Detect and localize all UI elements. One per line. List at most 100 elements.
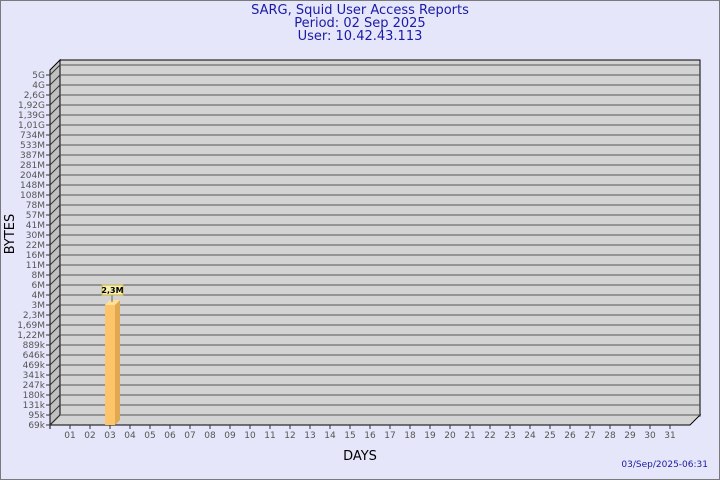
- y-tick-mark: [46, 94, 61, 106]
- y-tick-mark: [46, 254, 61, 266]
- y-tick-mark: [46, 334, 61, 346]
- x-tick-label: 12: [284, 431, 295, 441]
- y-tick-mark: [46, 204, 61, 216]
- y-tick-mark: [46, 234, 61, 246]
- chart-user: User: 10.42.43.113: [297, 29, 423, 44]
- y-tick-mark: [46, 84, 61, 96]
- x-tick-label: 18: [404, 431, 416, 441]
- x-tick-label: 09: [224, 431, 236, 441]
- y-tick-mark: [46, 394, 61, 406]
- y-tick-label: 57M: [26, 211, 45, 221]
- x-tick-label: 11: [264, 431, 275, 441]
- y-tick-label: 11M: [26, 261, 45, 271]
- y-tick-label: 1,01G: [18, 121, 45, 131]
- x-tick-label: 22: [484, 431, 495, 441]
- x-tick-label: 28: [604, 431, 616, 441]
- x-tick-label: 25: [544, 431, 555, 441]
- bar: [105, 305, 115, 425]
- y-tick-label: 30M: [26, 231, 45, 241]
- y-tick-mark: [46, 374, 61, 386]
- y-tick-label: 148M: [20, 181, 45, 191]
- y-tick-label: 1,69M: [17, 321, 45, 331]
- x-tick-label: 31: [664, 431, 675, 441]
- y-tick-label: 95k: [28, 411, 45, 421]
- x-tick-label: 29: [624, 431, 636, 441]
- y-tick-label: 204M: [20, 171, 45, 181]
- floor: [48, 414, 702, 426]
- x-tick-label: 10: [244, 431, 256, 441]
- y-tick-mark: [46, 174, 61, 186]
- y-tick-label: 16M: [26, 251, 45, 261]
- y-tick-mark: [46, 164, 61, 176]
- y-tick-mark: [46, 264, 61, 276]
- y-tick-label: 734M: [20, 131, 45, 141]
- y-tick-mark: [46, 214, 61, 226]
- y-tick-mark: [46, 344, 61, 356]
- chart-period: Period: 02 Sep 2025: [294, 16, 426, 31]
- x-tick-label: 08: [204, 431, 216, 441]
- x-tick-label: 27: [584, 431, 595, 441]
- x-tick-label: 24: [524, 431, 536, 441]
- data-label: 2,3M: [101, 286, 123, 295]
- y-tick-mark: [46, 114, 61, 126]
- y-tick-mark: [46, 154, 61, 166]
- y-tick-mark: [46, 244, 61, 256]
- x-tick-label: 14: [324, 431, 336, 441]
- y-tick-label: 2,6G: [24, 91, 45, 101]
- y-tick-label: 1,22M: [17, 331, 45, 341]
- y-tick-mark: [46, 414, 61, 426]
- y-tick-mark: [46, 384, 61, 396]
- y-tick-mark: [46, 74, 61, 86]
- x-tick-label: 16: [364, 431, 376, 441]
- y-tick-label: 387M: [20, 151, 45, 161]
- y-tick-label: 5G: [32, 71, 45, 81]
- y-tick-mark: [46, 274, 61, 286]
- y-tick-label: 341k: [23, 371, 46, 381]
- y-tick-mark: [46, 124, 61, 136]
- y-axis-label: BYTES: [3, 214, 18, 255]
- y-tick-label: 41M: [26, 221, 45, 231]
- y-tick-label: 3M: [32, 301, 46, 311]
- x-tick-label: 05: [144, 431, 155, 441]
- y-tick-label: 180k: [23, 391, 46, 401]
- y-tick-label: 22M: [26, 241, 45, 251]
- x-axis-label: DAYS: [343, 449, 377, 464]
- x-tick-label: 07: [184, 431, 195, 441]
- y-tick-mark: [46, 134, 61, 146]
- x-tick-label: 03: [104, 431, 115, 441]
- y-tick-mark: [46, 364, 61, 376]
- y-tick-mark: [46, 284, 61, 296]
- x-tick-label: 02: [84, 431, 95, 441]
- y-tick-label: 131k: [23, 401, 46, 411]
- y-tick-label: 108M: [20, 191, 45, 201]
- x-tick-label: 23: [504, 431, 515, 441]
- chart-title: SARG, Squid User Access Reports: [251, 3, 469, 18]
- y-tick-mark: [46, 224, 61, 236]
- y-tick-mark: [46, 354, 61, 366]
- y-tick-label: 1,39G: [18, 111, 45, 121]
- bar-side: [115, 300, 120, 425]
- y-tick-label: 4G: [32, 81, 45, 91]
- x-tick-label: 20: [444, 431, 456, 441]
- y-tick-mark: [46, 324, 61, 336]
- y-tick-label: 281M: [20, 161, 45, 171]
- y-tick-mark: [46, 194, 61, 206]
- generated-timestamp: 03/Sep/2025-06:31: [621, 460, 708, 470]
- y-tick-mark: [46, 144, 61, 156]
- back-wall: [59, 59, 701, 417]
- y-tick-label: 1,92G: [18, 101, 45, 111]
- data-label-box: [101, 284, 124, 296]
- x-tick-label: 15: [344, 431, 355, 441]
- y-tick-mark: [46, 294, 61, 306]
- x-tick-label: 01: [64, 431, 75, 441]
- y-tick-label: 646k: [23, 351, 46, 361]
- x-tick-label: 04: [124, 431, 136, 441]
- x-tick-label: 17: [384, 431, 395, 441]
- x-tick-label: 19: [424, 431, 436, 441]
- y-tick-mark: [46, 314, 61, 326]
- x-tick-label: 21: [464, 431, 475, 441]
- x-tick-label: 06: [164, 431, 176, 441]
- y-tick-mark: [46, 104, 61, 116]
- y-tick-label: 8M: [32, 271, 46, 281]
